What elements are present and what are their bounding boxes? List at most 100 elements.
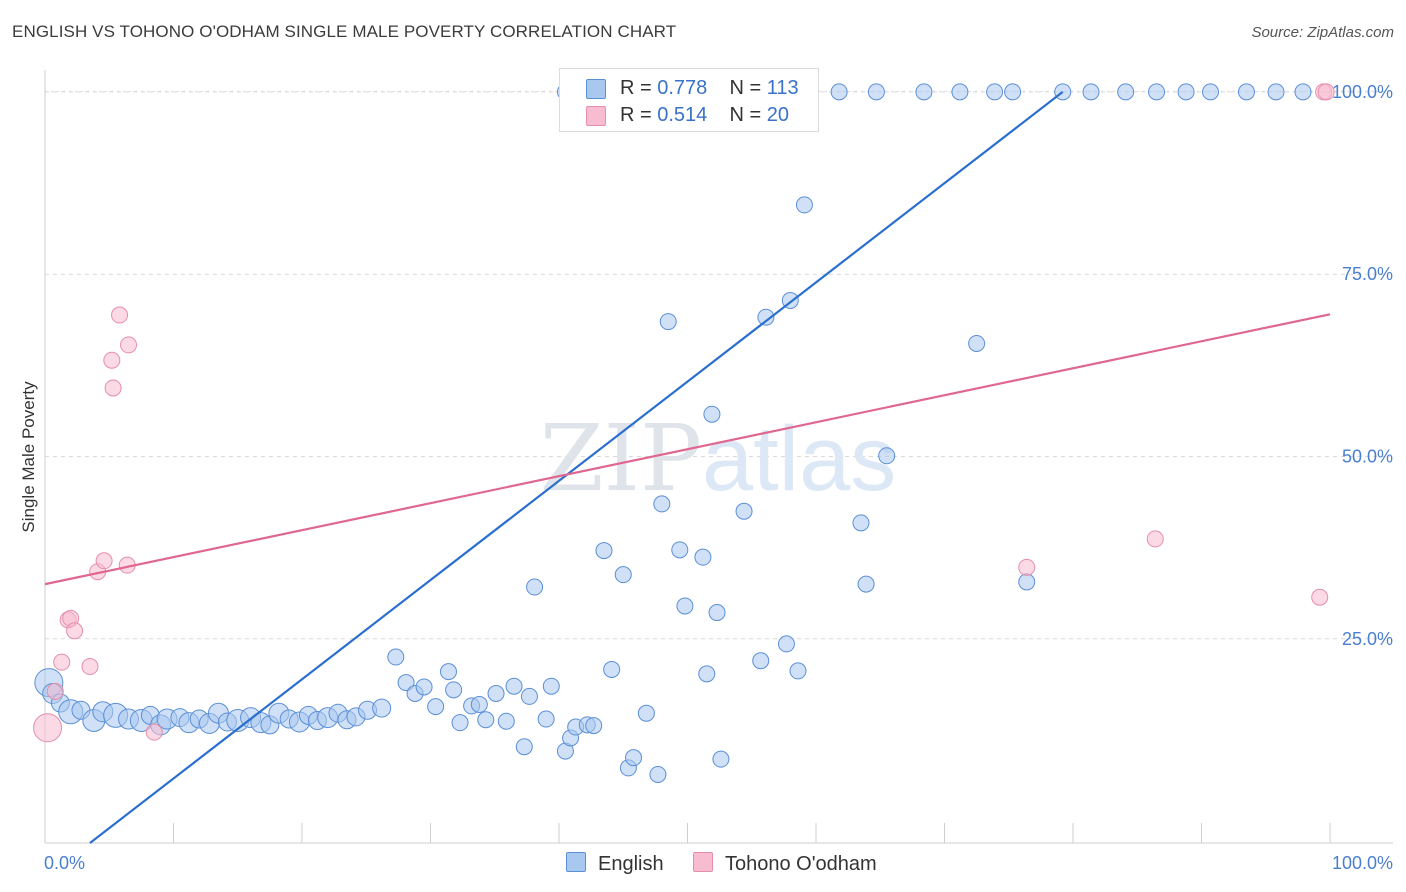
english-point (372, 698, 392, 718)
english-point (487, 685, 505, 703)
english-point (505, 677, 523, 695)
tohono-r-label: R = (620, 104, 658, 126)
english-point (585, 717, 603, 735)
english-n-label: N = (729, 77, 767, 99)
english-point (694, 548, 712, 566)
y-tick-label: 100.0% (1332, 82, 1393, 102)
tohono-point (53, 653, 71, 671)
tohono-point (145, 723, 163, 741)
english-point (497, 712, 515, 730)
english-point (595, 542, 613, 560)
tohono-legend-swatch (693, 852, 713, 872)
english-point (852, 514, 870, 532)
english-point (735, 502, 753, 520)
label-layer: 25.0% 50.0% 75.0% 100.0% 0.0% 100.0% Single Ma… (19, 82, 1393, 873)
english-point (757, 308, 775, 326)
english-point (470, 695, 488, 713)
english-point (1237, 83, 1255, 101)
tohono-point (46, 682, 64, 700)
watermark-zip: ZIP (540, 405, 702, 512)
y-tick-label: 75.0% (1342, 264, 1393, 284)
tohono-point (95, 552, 113, 570)
english-point (603, 660, 621, 678)
english-trend-line (89, 91, 1064, 844)
english-point (387, 648, 405, 666)
english-point (777, 635, 795, 653)
tohono-point (33, 713, 63, 743)
tohono-n-label: N = (729, 104, 767, 126)
english-point (1294, 83, 1312, 101)
bottom-legend-english: English (566, 852, 664, 878)
english-n-value: 113 (766, 77, 799, 99)
english-point (712, 750, 730, 768)
english-point (477, 711, 495, 729)
english-point (445, 681, 463, 699)
english-point (857, 575, 875, 593)
english-point (1177, 83, 1195, 101)
english-point (795, 196, 813, 214)
english-point (439, 663, 457, 681)
x-tick-label: 0.0% (44, 853, 85, 873)
english-point (1117, 83, 1135, 101)
english-legend-swatch (566, 852, 586, 872)
trend-layer (44, 91, 1331, 844)
tohono-legend-label: Tohono O'odham (725, 853, 877, 875)
grid-layer (45, 90, 1390, 640)
tohono-point (81, 658, 99, 676)
x-tick-label: 100.0% (1332, 853, 1393, 873)
english-point (515, 738, 533, 756)
english-point (649, 765, 667, 783)
english-point (878, 447, 896, 465)
english-point (542, 677, 560, 695)
english-point (671, 541, 689, 559)
english-point (397, 674, 415, 692)
english-point (986, 83, 1004, 101)
tohono-point (120, 336, 138, 354)
tohono-n-value: 20 (766, 104, 790, 126)
english-point (614, 566, 632, 584)
y-tick-label: 25.0% (1342, 629, 1393, 649)
english-point (830, 83, 848, 101)
stats-legend: R = 0.778 N = 113 R = 0.514 N = 20 (559, 68, 819, 132)
english-point (427, 698, 445, 716)
english-point (915, 83, 933, 101)
english-swatch (586, 79, 606, 99)
english-point (451, 714, 469, 732)
english-point (653, 495, 671, 513)
tohono-point (1311, 588, 1329, 606)
english-point (968, 334, 986, 352)
source-label: Source: ZipAtlas.com (1251, 24, 1394, 41)
english-point (1201, 83, 1219, 101)
english-point (1148, 83, 1166, 101)
tohono-trend-line (44, 313, 1331, 586)
tohono-point (1317, 83, 1335, 101)
y-axis-title: Single Male Poverty (19, 381, 38, 533)
english-point (1267, 83, 1285, 101)
tohono-point (66, 622, 84, 640)
tohono-point (103, 351, 121, 369)
english-point (520, 687, 538, 705)
english-point (625, 749, 643, 767)
tohono-point (111, 306, 129, 324)
y-tick-label: 50.0% (1342, 447, 1393, 467)
english-point (415, 678, 433, 696)
english-point (659, 313, 677, 331)
english-point (752, 652, 770, 670)
english-point (703, 405, 721, 423)
english-point (708, 604, 726, 622)
english-point (676, 597, 694, 615)
english-point (1082, 83, 1100, 101)
watermark: ZIPatlas (540, 405, 897, 512)
tohono-point (104, 379, 122, 397)
english-point (1004, 83, 1022, 101)
tohono-point (1146, 530, 1164, 548)
english-point (637, 704, 655, 722)
english-point (537, 710, 555, 728)
bottom-legend-tohono: Tohono O'odham (693, 852, 877, 878)
english-point (698, 665, 716, 683)
english-point (1018, 573, 1036, 591)
chart-title: ENGLISH VS TOHONO O'ODHAM SINGLE MALE PO… (12, 22, 677, 41)
tohono-point (1018, 558, 1036, 576)
english-point (789, 662, 807, 680)
tohono-swatch (586, 106, 606, 126)
